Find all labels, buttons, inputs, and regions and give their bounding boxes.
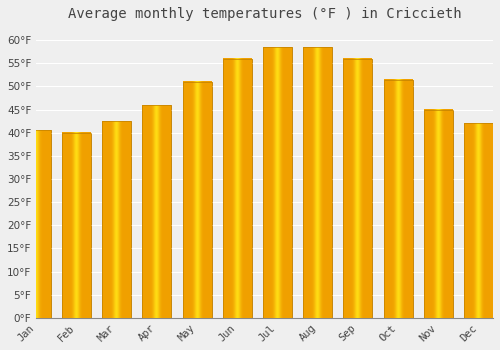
Bar [142, 105, 172, 318]
Bar [384, 79, 412, 318]
Bar [424, 110, 453, 318]
Bar [182, 82, 212, 318]
Bar [223, 59, 252, 318]
Bar [263, 47, 292, 318]
Bar [102, 121, 131, 318]
Bar [22, 131, 50, 318]
Bar [303, 47, 332, 318]
Bar [22, 131, 50, 318]
Bar [464, 124, 493, 318]
Bar [464, 124, 493, 318]
Bar [142, 105, 172, 318]
Bar [182, 82, 212, 318]
Bar [303, 47, 332, 318]
Bar [424, 110, 453, 318]
Bar [223, 59, 252, 318]
Bar [62, 133, 91, 318]
Bar [344, 59, 372, 318]
Bar [263, 47, 292, 318]
Title: Average monthly temperatures (°F ) in Criccieth: Average monthly temperatures (°F ) in Cr… [68, 7, 462, 21]
Bar [102, 121, 131, 318]
Bar [62, 133, 91, 318]
Bar [344, 59, 372, 318]
Bar [384, 79, 412, 318]
